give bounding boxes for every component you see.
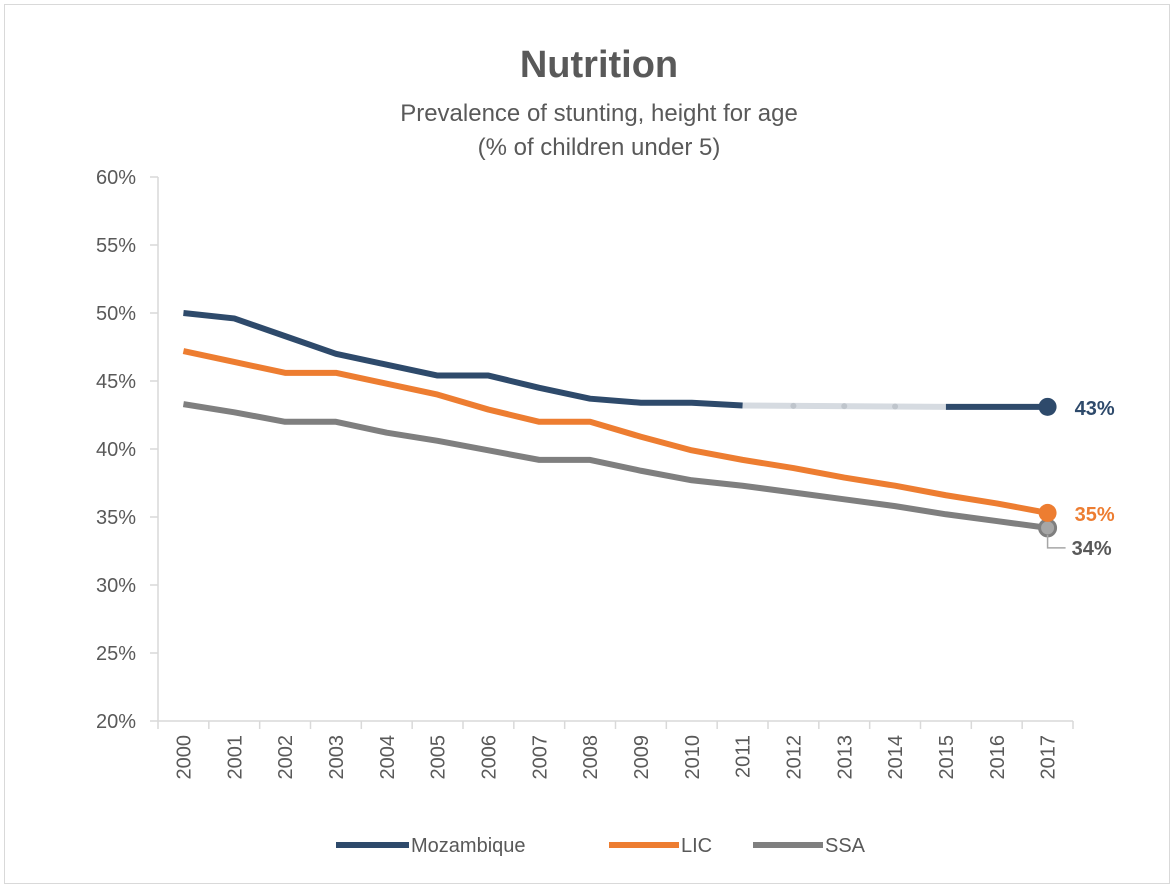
y-tick-label: 35% [96,507,136,529]
x-tick-label: 2015 [936,735,958,780]
lic-end-point [1038,503,1057,522]
x-tick-label: 2000 [173,735,195,780]
lic-series-line [182,348,1049,516]
ssa-series-line [182,401,1048,531]
x-tick-label: 2003 [326,735,348,780]
ssa-label-leader [1046,534,1066,549]
y-tick-label: 55% [96,235,136,257]
x-tick-label: 2012 [783,735,805,780]
chart-frame: Nutrition Prevalence of stunting, height… [4,4,1170,884]
x-tick-label: 2006 [478,735,500,780]
x-tick-label: 2007 [529,735,551,780]
mozambique-gap-point [841,403,848,410]
mozambique-series-line [183,310,743,409]
chart-subtitle-line-1: Prevalence of stunting, height for age [400,100,798,127]
mozambique-gap-point [790,402,797,409]
y-tick-label: 25% [96,643,136,665]
legend-label-ssa: SSA [825,835,866,857]
legend-label-mozambique: Mozambique [411,835,526,857]
x-tick-label: 2011 [733,735,755,778]
chart-title: Nutrition [520,44,678,86]
legend-label-lic: LIC [681,835,712,857]
y-tick-label: 30% [96,575,136,597]
line-chart: Nutrition Prevalence of stunting, height… [96,44,1115,857]
y-tick-label: 50% [96,303,136,325]
x-tick-label: 2001 [224,735,246,780]
x-tick-label: 2002 [275,735,297,780]
y-tick-label: 45% [96,371,136,393]
mozambique-gap-point [892,403,899,410]
axes: 20% 25% 30% 35% 40% 45% 50% 55% 60% 2000 2001 2002 2… [96,167,1074,780]
chart-subtitle-line-2: (% of children under 5) [478,134,721,161]
x-tick-label: 2010 [682,735,704,780]
x-tick-label: 2008 [580,735,602,780]
x-tick-label: 2005 [428,735,450,780]
legend: Mozambique LIC SSA [336,835,866,857]
series-layer: 34% 35% 43% [182,310,1115,560]
mozambique-end-point [1038,397,1057,416]
y-tick-label: 60% [96,167,136,189]
ssa-end-label: 34% [1072,538,1112,560]
y-tick-label: 20% [96,711,136,733]
y-tick-label: 40% [96,439,136,461]
x-tick-label: 2013 [834,735,856,780]
x-tick-label: 2016 [987,735,1009,780]
ssa-end-point [1038,518,1058,538]
x-tick-label: 2017 [1038,735,1060,780]
x-tick-label: 2004 [377,735,399,780]
mozambique-end-label: 43% [1075,398,1115,420]
lic-end-label: 35% [1075,504,1115,526]
x-tick-label: 2014 [885,735,907,780]
x-tick-label: 2009 [631,735,653,780]
